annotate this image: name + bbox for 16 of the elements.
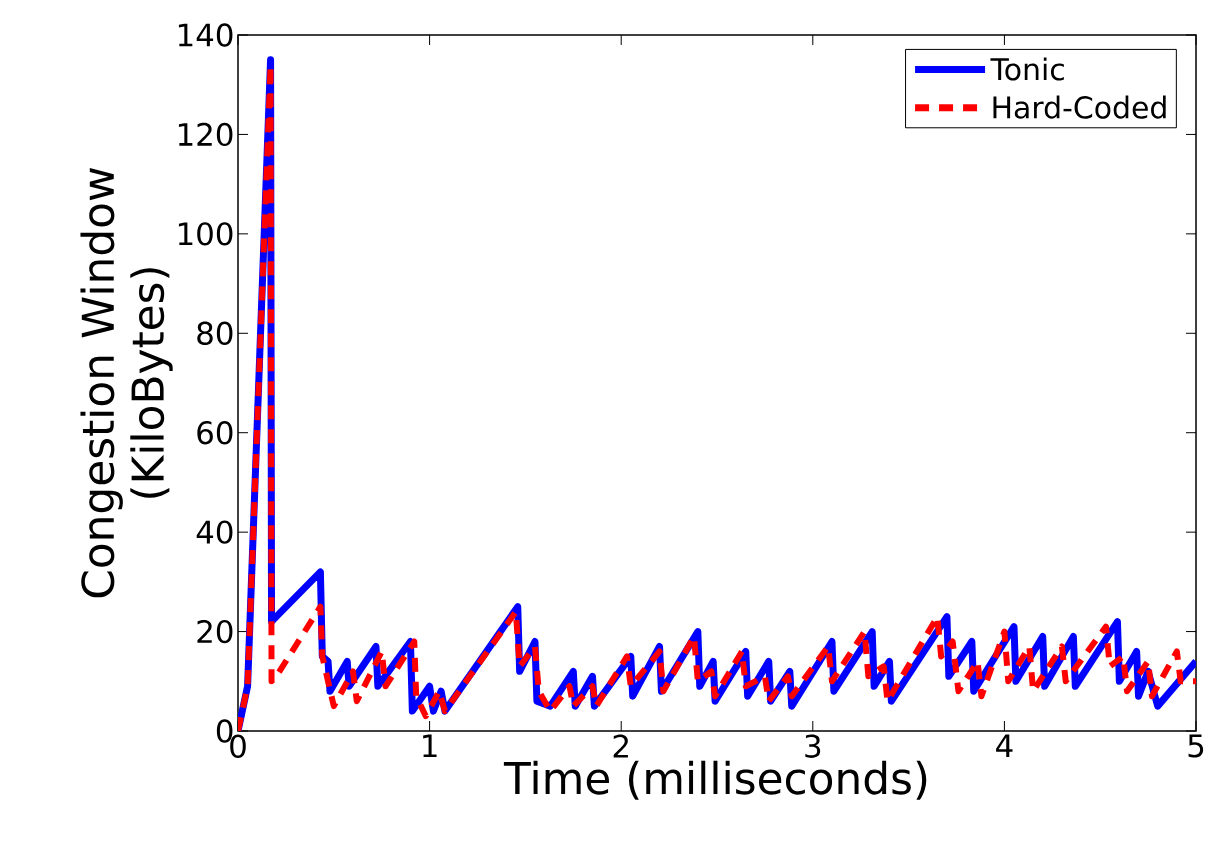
- legend-label: Tonic: [990, 57, 1064, 81]
- x-tick-label: 5: [1188, 734, 1204, 758]
- x-axis-title: Time (milliseconds): [503, 760, 927, 800]
- x-tick-label: 2: [613, 734, 628, 758]
- y-tick-label: 20: [197, 619, 233, 644]
- x-tick-label: 4: [996, 734, 1013, 758]
- y-tick-label: 40: [196, 520, 233, 544]
- y-tick-label: 80: [197, 321, 233, 345]
- y-axis-title: Congestion Window (KiloBytes): [80, 167, 173, 598]
- y-tick-label: 100: [178, 222, 233, 246]
- legend-label: Hard-Coded: [993, 95, 1166, 119]
- x-tick-label: 3: [805, 734, 821, 758]
- y-tick-label: 60: [197, 421, 233, 445]
- y-tick-label: 120: [178, 122, 233, 147]
- x-tick-label: 1: [423, 734, 437, 758]
- y-tick-label: 140: [178, 23, 233, 47]
